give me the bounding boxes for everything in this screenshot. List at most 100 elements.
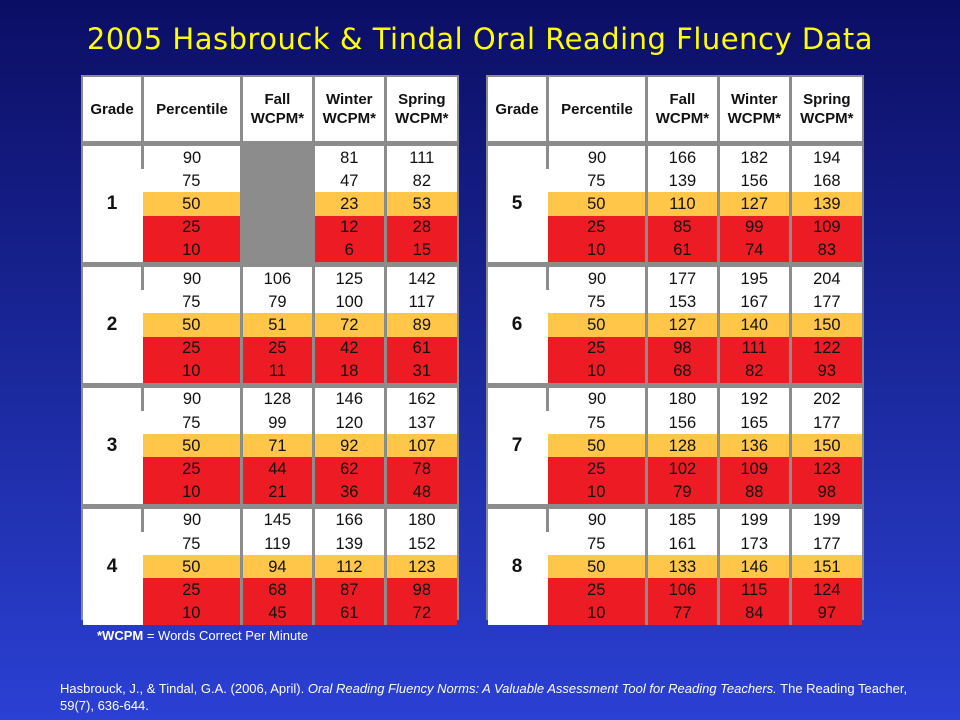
winter-wcpm-cell: 166 (311, 506, 386, 532)
percentile-cell: 25 (142, 578, 242, 602)
percentile-cell: 75 (587, 292, 606, 311)
table-row: 50 128 136 150 (488, 434, 862, 458)
percentile-cell: 90 (546, 385, 647, 412)
fall-wcpm-cell: 98 (645, 336, 719, 360)
percentile-cell: 10 (547, 601, 647, 625)
spring-wcpm-cell: 199 (788, 506, 862, 532)
winter-wcpm-cell: 195 (716, 264, 791, 291)
spring-wcpm-cell: 83 (788, 238, 862, 267)
winter-wcpm-cell: 156 (716, 169, 791, 193)
spring-wcpm-cell: 152 (383, 532, 457, 556)
fall-wcpm-cell: 94 (240, 555, 314, 579)
fall-wcpm-cell: 102 (645, 457, 719, 481)
table-row: 3 90 128 146 162 (83, 385, 457, 509)
percentile-cell: 50 (142, 192, 242, 216)
spring-wcpm-cell: 124 (788, 578, 862, 602)
percentile-cell: 25 (142, 336, 242, 360)
percentile-cell: 10 (142, 480, 242, 509)
spring-wcpm-cell: 31 (383, 359, 457, 388)
table-row: 25 68 87 98 (83, 578, 457, 602)
percentile-cell: 90 (546, 264, 647, 291)
percentile-cell: 50 (142, 434, 242, 458)
winter-wcpm-cell: 61 (311, 601, 386, 625)
winter-wcpm-cell: 84 (716, 601, 791, 625)
percentile-cell: 90 (141, 264, 242, 291)
fluency-table-grades-1-4: Grade Percentile Fall WCPM* Winter WCPM* Sprin… (81, 75, 459, 625)
percentile-cell: 10 (142, 359, 242, 388)
fall-wcpm-cell: 128 (240, 385, 314, 412)
percentile-cell: 10 (142, 238, 242, 267)
header-winter: Winter WCPM* (311, 77, 386, 146)
spring-wcpm-cell: 139 (788, 192, 862, 216)
spring-wcpm-cell: 15 (383, 238, 457, 267)
percentile-cell: 75 (182, 171, 201, 190)
table-row: 4 90 145 166 180 (83, 506, 457, 625)
percentile-cell: 75 (182, 534, 201, 553)
spring-wcpm-cell: 123 (788, 457, 862, 481)
percentile-cell: 50 (142, 555, 242, 579)
fall-wcpm-cell: 85 (645, 215, 719, 239)
fall-wcpm-cell: 77 (645, 601, 719, 625)
winter-wcpm-cell: 6 (311, 238, 386, 267)
percentile-cell: 10 (547, 359, 647, 388)
winter-wcpm-cell: 140 (716, 313, 791, 337)
fall-wcpm-cell: 133 (645, 555, 719, 579)
winter-wcpm-cell: 18 (311, 359, 386, 388)
winter-wcpm-cell: 192 (716, 385, 791, 412)
percentile-cell: 90 (141, 385, 242, 412)
spring-wcpm-cell: 53 (383, 192, 457, 216)
grade-cell: 7 (488, 385, 548, 509)
spring-wcpm-cell: 97 (788, 601, 862, 625)
percentile-cell: 50 (547, 192, 647, 216)
spring-wcpm-cell: 194 (788, 143, 862, 170)
table-row: 25 85 99 109 (488, 215, 862, 239)
fall-wcpm-cell: 166 (645, 143, 719, 170)
header-percentile: Percentile (141, 77, 242, 146)
fall-wcpm-cell: 177 (645, 264, 719, 291)
winter-wcpm-cell: 125 (311, 264, 386, 291)
fall-wcpm-cell: 161 (645, 532, 719, 556)
spring-wcpm-cell: 137 (383, 411, 457, 435)
percentile-cell: 10 (547, 480, 647, 509)
fall-wcpm-cell: 139 (645, 169, 719, 193)
grade-cell: 4 (83, 506, 143, 625)
percentile-cell: 25 (142, 215, 242, 239)
table-row: 50 71 92 107 (83, 434, 457, 458)
spring-wcpm-cell: 28 (383, 215, 457, 239)
winter-wcpm-cell: 139 (311, 532, 386, 556)
fall-wcpm-cell: 119 (240, 532, 314, 556)
table-row: 1 90 81 111 (83, 143, 457, 267)
table-row: 75 119 139 152 (83, 532, 457, 556)
table-row: 50 23 53 (83, 192, 457, 216)
table-row: 8 90 185 199 199 (488, 506, 862, 625)
spring-wcpm-cell: 78 (383, 457, 457, 481)
header-grade: Grade (488, 77, 548, 146)
winter-wcpm-cell: 87 (311, 578, 386, 602)
fall-wcpm-cell: 156 (645, 411, 719, 435)
fall-wcpm-cell (240, 215, 314, 239)
table-row: 2 90 106 125 142 (83, 264, 457, 388)
fall-wcpm-cell: 79 (240, 290, 314, 314)
winter-wcpm-cell: 146 (716, 555, 791, 579)
spring-wcpm-cell: 72 (383, 601, 457, 625)
spring-wcpm-cell: 177 (788, 411, 862, 435)
percentile-cell: 50 (142, 313, 242, 337)
table-row: 25 25 42 61 (83, 336, 457, 360)
table-row: 10 6 15 (83, 238, 457, 267)
table-row: 25 12 28 (83, 215, 457, 239)
spring-wcpm-cell: 98 (383, 578, 457, 602)
table-row: 5 90 166 182 194 (488, 143, 862, 267)
percentile-cell: 25 (547, 215, 647, 239)
table-row: 75 47 82 (83, 169, 457, 193)
table-row: 50 51 72 89 (83, 313, 457, 337)
fall-wcpm-cell: 99 (240, 411, 314, 435)
winter-wcpm-cell: 165 (716, 411, 791, 435)
fall-wcpm-cell: 61 (645, 238, 719, 267)
table-row: 10 68 82 93 (488, 359, 862, 388)
table-row: 10 21 36 48 (83, 480, 457, 509)
fall-wcpm-cell (240, 192, 314, 216)
percentile-cell: 25 (142, 457, 242, 481)
winter-wcpm-cell: 146 (311, 385, 386, 412)
spring-wcpm-cell: 48 (383, 480, 457, 509)
table-row: 75 79 100 117 (83, 290, 457, 314)
